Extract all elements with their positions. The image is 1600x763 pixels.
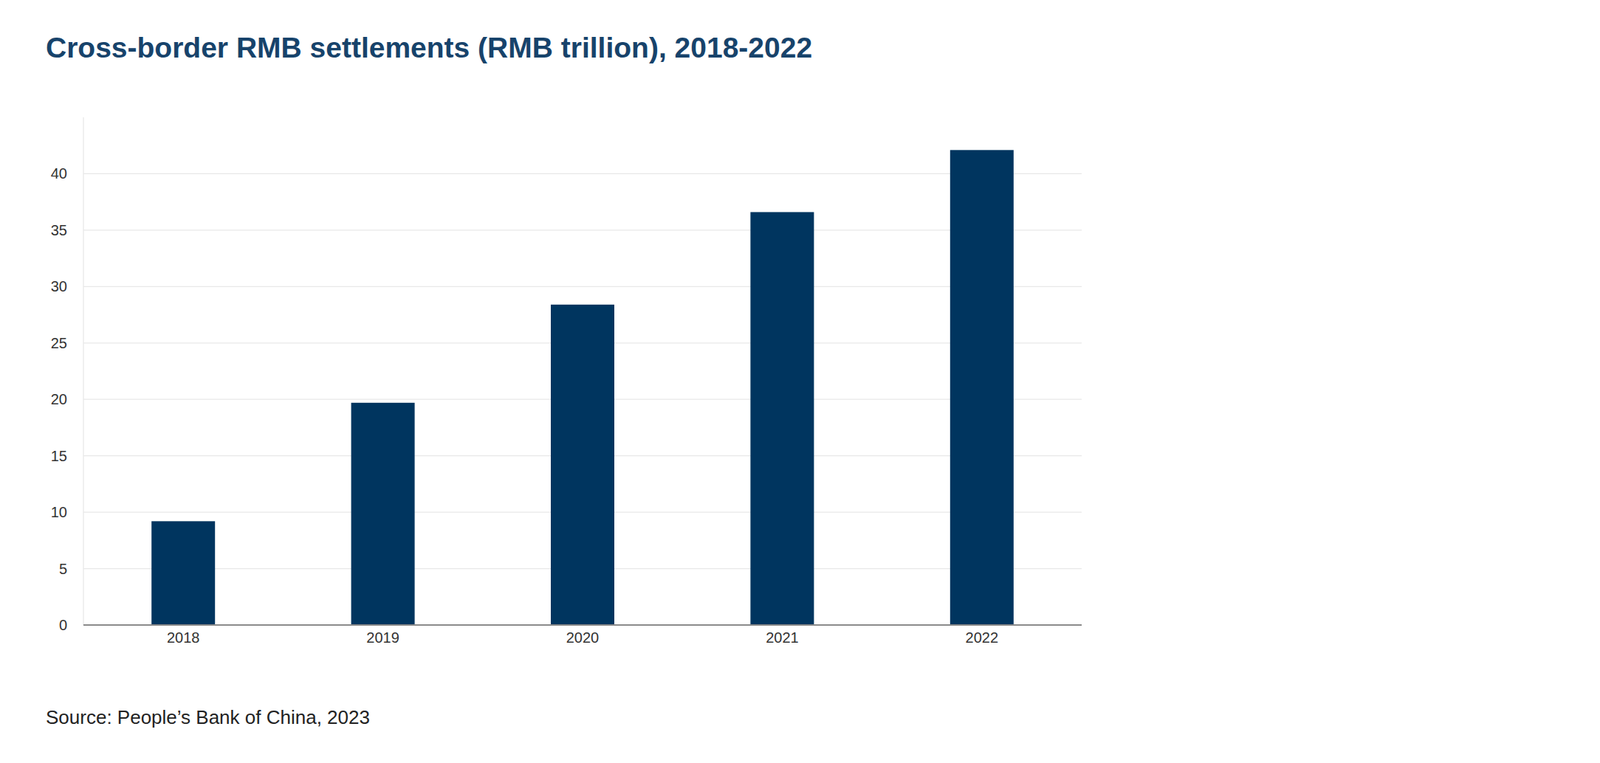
- bar: [550, 304, 615, 626]
- y-axis-line: [82, 117, 84, 626]
- bar: [151, 521, 215, 626]
- x-axis-line: [83, 624, 1082, 627]
- x-tick-label: 2021: [765, 629, 799, 647]
- bar: [351, 403, 415, 626]
- y-tick-label: 20: [50, 391, 68, 408]
- bar: [750, 211, 814, 626]
- chart: Cross-border RMB settlements (RMB trilli…: [0, 0, 1600, 763]
- y-tick-label: 5: [59, 561, 68, 578]
- x-tick-label: 2018: [166, 629, 201, 647]
- x-tick-label: 2022: [965, 629, 999, 647]
- y-tick-label: 15: [50, 448, 68, 465]
- source: Source: People’s Bank of China, 2023: [45, 706, 370, 729]
- x-tick-label: 2020: [566, 629, 600, 647]
- bar: [950, 149, 1014, 626]
- y-tick-label: 25: [50, 335, 68, 352]
- grid-line: [83, 229, 1082, 231]
- bars: [151, 149, 1014, 626]
- y-tick-label: 35: [50, 222, 68, 239]
- y-tick-label: 30: [50, 278, 68, 295]
- y-tick-label: 40: [50, 165, 68, 182]
- title: Cross-border RMB settlements (RMB trilli…: [45, 31, 813, 64]
- grid-line: [83, 286, 1082, 288]
- x-tick-label: 2019: [366, 629, 400, 647]
- y-tick-label: 0: [59, 617, 68, 634]
- y-tick-label: 10: [50, 504, 68, 521]
- grid-line: [83, 173, 1082, 175]
